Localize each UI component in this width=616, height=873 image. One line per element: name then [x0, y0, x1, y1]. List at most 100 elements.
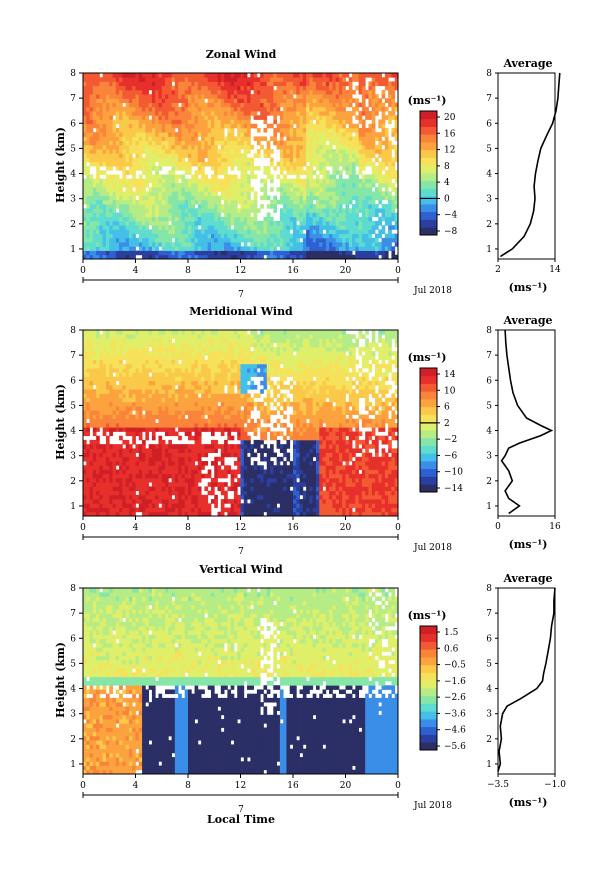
heatmap-cell [276, 229, 281, 235]
heatmap-cell [210, 254, 215, 260]
heatmap-cell [283, 98, 287, 103]
heatmap-cell [132, 477, 136, 483]
heatmap-cell [256, 242, 261, 247]
heatmap-cell [227, 216, 232, 222]
heatmap-cell [243, 132, 248, 137]
heatmap-cell [102, 355, 107, 360]
heatmap-cell [145, 157, 150, 163]
heatmap-cell [309, 254, 314, 260]
heatmap-cell [296, 250, 300, 256]
heatmap-cell [151, 423, 156, 428]
heatmap-cell [302, 199, 307, 205]
heatmap-cell [96, 174, 100, 180]
heatmap-cell [348, 123, 353, 129]
heatmap-cell [174, 208, 179, 213]
heatmap-cell [214, 115, 218, 120]
heatmap-cell [256, 246, 261, 251]
heatmap-cell [89, 461, 94, 466]
heatmap-cell [151, 482, 156, 487]
heatmap-cell [233, 225, 238, 230]
heatmap-cell [83, 410, 87, 415]
heatmap-cell [227, 161, 232, 167]
heatmap-cell [109, 144, 113, 150]
heatmap-cell [138, 397, 143, 403]
heatmap-cell [368, 144, 373, 150]
heatmap-cell [135, 187, 140, 192]
heatmap-cell [329, 161, 333, 167]
heatmap-cell [115, 486, 120, 492]
heatmap-cell [342, 85, 346, 91]
heatmap-cell [96, 444, 100, 449]
month-label: Jul 2018 [413, 543, 452, 553]
heatmap-cell [279, 140, 284, 146]
heatmap-cell [165, 494, 169, 500]
heatmap-cell [247, 77, 251, 82]
heatmap-cell [132, 220, 136, 226]
day-label: 7 [238, 290, 244, 300]
heatmap-cell [151, 469, 156, 475]
heatmap-cell [270, 204, 274, 209]
heatmap-cell [135, 342, 140, 348]
heatmap-cell [365, 246, 369, 251]
heatmap-cell [135, 380, 140, 386]
heatmap-cell [201, 195, 205, 201]
heatmap-cell [201, 81, 205, 87]
heatmap-cell [335, 106, 340, 112]
heatmap-cell [132, 254, 136, 260]
heatmap-cell [210, 199, 215, 205]
heatmap-cell [391, 81, 396, 87]
heatmap-cell [243, 250, 248, 256]
heatmap-cell [83, 191, 87, 196]
heatmap-cell [138, 106, 143, 112]
heatmap-cell [312, 191, 317, 196]
heatmap-cell [342, 246, 346, 251]
heatmap-cell [345, 254, 350, 260]
heatmap-cell [358, 242, 363, 247]
heatmap-cell [171, 102, 176, 108]
heatmap-cell [89, 465, 94, 470]
heatmap-cell [365, 220, 369, 226]
heatmap-cell [128, 149, 133, 154]
heatmap-cell [148, 338, 153, 344]
heatmap-cell [319, 106, 323, 112]
heatmap-cell [394, 199, 399, 205]
heatmap-cell [240, 144, 245, 150]
heatmap-cell [119, 119, 123, 125]
heatmap-cell [270, 161, 274, 167]
heatmap-cell [197, 246, 202, 251]
heatmap-cell [122, 363, 127, 369]
heatmap-cell [171, 119, 176, 125]
heatmap-cell [204, 187, 209, 192]
heatmap-cell [109, 119, 113, 125]
heatmap-cell [148, 220, 153, 226]
heatmap-cell [99, 423, 104, 428]
heatmap-cell [122, 393, 127, 399]
heatmap-cell [220, 216, 225, 222]
heatmap-cell [270, 199, 274, 205]
heatmap-cell [188, 182, 192, 188]
heatmap-cell [309, 157, 314, 163]
heatmap-cell [188, 199, 192, 205]
heatmap-cell [381, 123, 386, 129]
heatmap-cell [178, 132, 182, 137]
heatmap-cell [119, 208, 123, 213]
heatmap-cell [145, 456, 150, 462]
heatmap-cell [138, 363, 143, 369]
heatmap-cell [352, 233, 356, 239]
heatmap-cell [361, 77, 366, 82]
heatmap-cell [102, 503, 107, 508]
heatmap-cell [158, 229, 163, 235]
heatmap-cell [99, 144, 104, 150]
heatmap-cell [135, 136, 140, 142]
heatmap-cell [135, 153, 140, 158]
heatmap-cell [302, 225, 307, 230]
heatmap-cell [201, 170, 205, 175]
heatmap-cell [296, 77, 300, 82]
heatmap-cell [125, 346, 130, 352]
heatmap-cell [220, 246, 225, 251]
heatmap-cell [289, 77, 294, 82]
heatmap-cell [256, 250, 261, 256]
heatmap-cell [352, 73, 356, 78]
heatmap-cell [89, 212, 94, 218]
heatmap-cell [207, 233, 212, 239]
